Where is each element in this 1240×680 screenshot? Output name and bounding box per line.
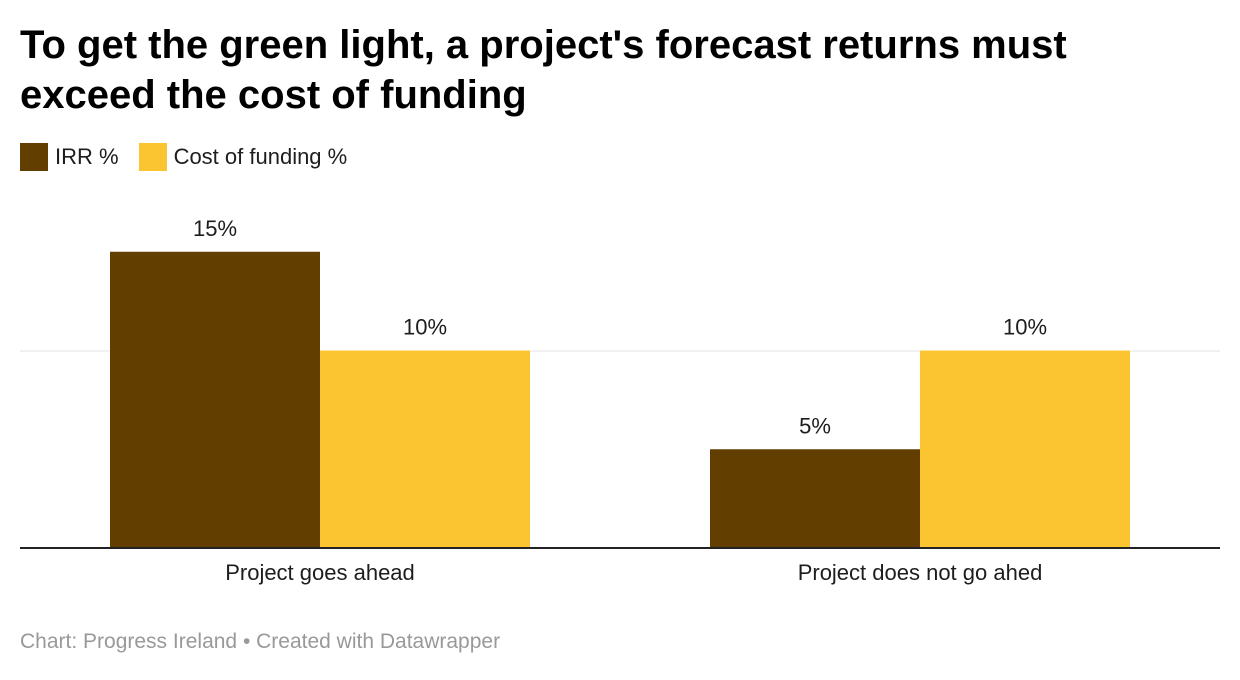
bar-cost-of-funding-1 [320, 350, 530, 548]
bar-irr-2 [710, 449, 920, 548]
footer-credit: Created with Datawrapper [256, 630, 501, 653]
legend-item-cost-of-funding: Cost of funding % [138, 143, 348, 171]
legend-swatch-cost-of-funding [138, 143, 167, 171]
legend-label-cost-of-funding: Cost of funding % [173, 144, 348, 169]
x-tick-label-1: Project goes ahead [225, 560, 415, 585]
value-label-irr-2: 5% [799, 413, 831, 438]
value-label-cost-of-funding-2: 10% [1003, 315, 1047, 340]
bar-irr-1 [110, 251, 320, 548]
legend-item-irr: IRR % [20, 143, 119, 171]
footer-separator: • [237, 630, 257, 653]
chart-title: To get the green light, a project's fore… [20, 23, 1067, 117]
footer-source-label: Chart: [20, 630, 84, 653]
chart-footer: Chart: Progress Ireland • Created with D… [20, 630, 500, 654]
bar-cost-of-funding-2 [920, 350, 1130, 548]
value-label-irr-1: 15% [193, 216, 237, 241]
x-tick-label-2: Project does not go ahed [798, 560, 1043, 585]
legend: IRR % Cost of funding % [20, 140, 367, 174]
legend-swatch-irr [20, 143, 48, 171]
value-label-cost-of-funding-1: 10% [403, 315, 447, 340]
legend-label-irr: IRR % [55, 144, 119, 169]
footer-source-name: Progress Ireland [83, 630, 238, 653]
